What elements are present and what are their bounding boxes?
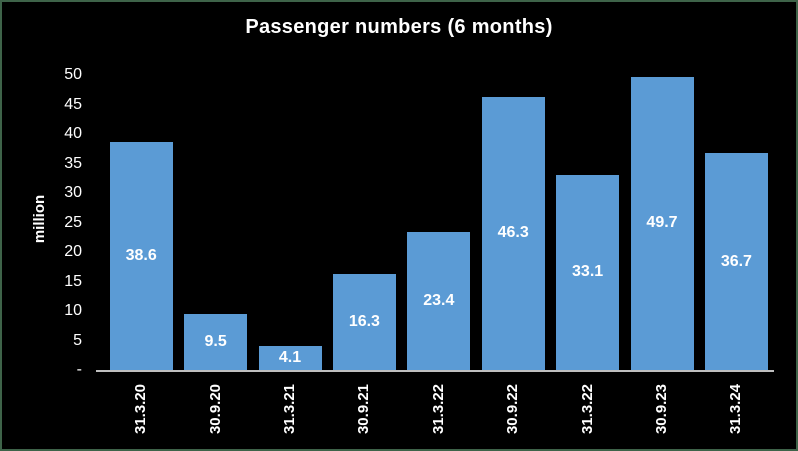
bar-value-label: 36.7 (720, 252, 752, 270)
x-axis-tick-label: 31.3.21 (281, 383, 298, 435)
y-axis-tick-label: 45 (64, 95, 82, 113)
bar: 9.5 (184, 313, 248, 370)
bar-value-label: 46.3 (497, 224, 529, 242)
x-axis-tick-label: 31.3.24 (727, 383, 745, 435)
x-axis-line (96, 370, 774, 372)
bar: 46.3 (481, 96, 545, 370)
x-axis-tick-label: 31.3.22 (429, 383, 447, 435)
bar: 38.6 (109, 142, 173, 370)
bar: 16.3 (332, 273, 396, 370)
bar: 49.7 (630, 76, 694, 370)
y-axis-tick-label: 25 (64, 213, 82, 231)
bar: 23.4 (407, 231, 471, 370)
bar-value-label: 16.3 (348, 312, 380, 330)
y-axis-tick-label: 15 (64, 272, 82, 290)
bar: 4.1 (258, 345, 322, 370)
x-axis-tick-label: 31.3.22 (578, 383, 596, 435)
chart-title: Passenger numbers (6 months) (245, 16, 553, 38)
y-axis-tick-label: 20 (64, 243, 82, 260)
x-axis-tick-label: 30.9.23 (653, 383, 670, 435)
bar-value-label: 49.7 (646, 214, 678, 232)
y-axis-tick-label: 50 (64, 66, 82, 83)
bar: 36.7 (704, 153, 768, 370)
y-axis-tick-label: 10 (64, 302, 82, 319)
bar-value-label: 4.1 (278, 348, 302, 366)
bar-value-label: 9.5 (204, 332, 227, 350)
y-axis-tick-label: 40 (64, 125, 82, 142)
y-axis-tick-label: 35 (64, 154, 82, 172)
bar-value-label: 38.6 (125, 247, 157, 265)
x-axis-tick-label: 30.9.20 (206, 383, 224, 435)
x-axis-tick-label: 30.9.22 (504, 383, 522, 435)
y-axis-tick-label: - (76, 361, 82, 378)
bar: 33.1 (556, 174, 620, 370)
x-axis-tick-label: 30.9.21 (355, 383, 373, 435)
bar-value-label: 23.4 (423, 291, 455, 309)
y-axis-tick-label: 30 (64, 184, 82, 201)
bar-value-label: 33.1 (572, 263, 604, 281)
x-axis-tick-label: 31.3.20 (132, 383, 150, 435)
y-axis-tick-label: 5 (73, 331, 82, 349)
